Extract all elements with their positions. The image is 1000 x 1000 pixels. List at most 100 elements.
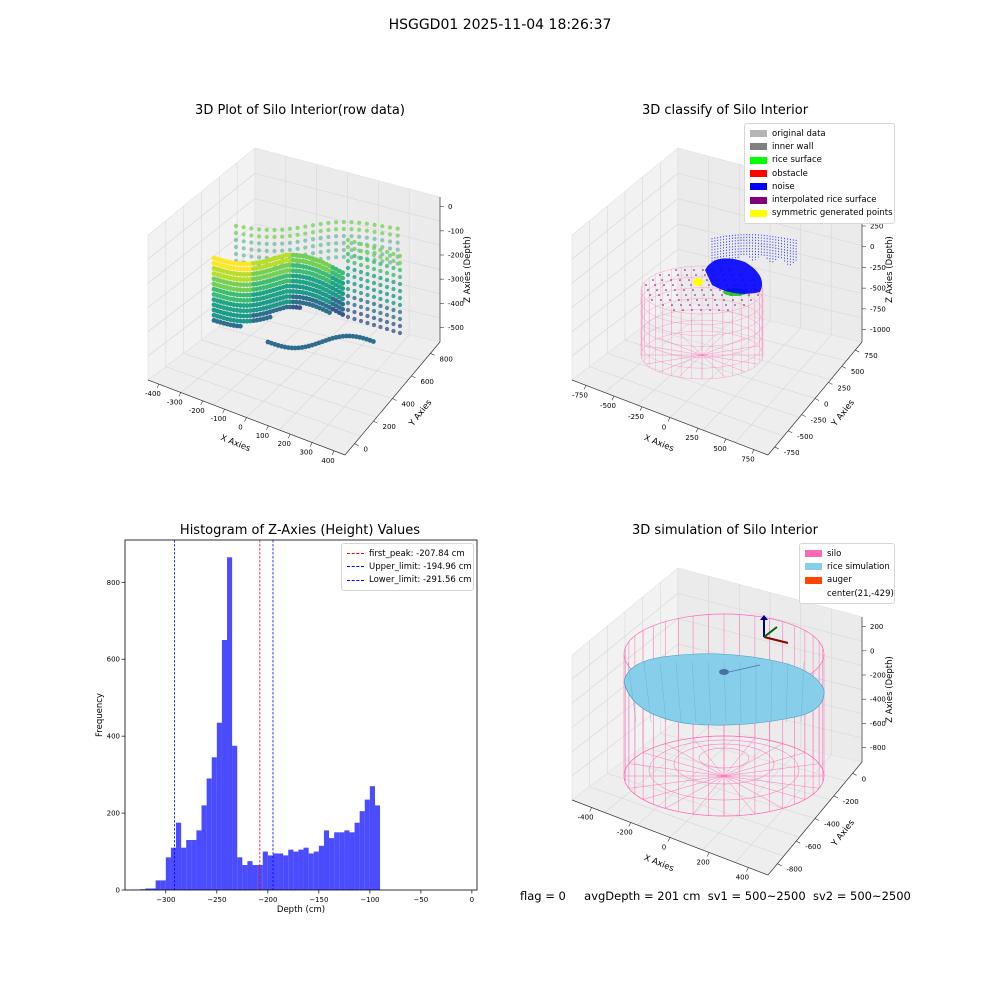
x-tick-label: 300: [299, 449, 312, 457]
data-point: [287, 226, 292, 231]
data-point: [295, 232, 300, 237]
x-tick: [589, 807, 592, 812]
interpolated-point: [658, 294, 660, 296]
data-point: [326, 227, 331, 233]
data-point: [284, 299, 289, 305]
data-point: [303, 238, 308, 243]
histogram-bar: [369, 786, 375, 890]
data-point: [358, 255, 364, 261]
data-point: [352, 253, 357, 259]
silo-wire: [658, 354, 703, 373]
interpolated-point: [683, 289, 685, 291]
data-point: [371, 266, 377, 272]
data-point: [365, 271, 370, 277]
simulation-plot-title: 3D simulation of Silo Interior: [632, 523, 818, 538]
legend-swatch: [750, 130, 767, 138]
histogram-bar: [364, 799, 370, 890]
y-tick: [833, 795, 838, 799]
y-axis-label: Frequency: [95, 693, 105, 737]
data-point: [378, 275, 383, 281]
data-point: [318, 249, 323, 255]
interpolated-point: [686, 274, 688, 276]
data-point: [310, 237, 316, 242]
legend-item-lower-limit: Lower_limit: -291.56 cm: [347, 574, 472, 587]
histogram-bar: [323, 830, 330, 890]
data-point: [397, 309, 403, 315]
y-tick: [828, 382, 833, 385]
legend-label: obstacle: [772, 168, 808, 179]
silo-wire: [678, 332, 703, 356]
data-point: [334, 241, 339, 246]
z-tick-label: 0: [870, 647, 874, 655]
data-point: [397, 274, 403, 280]
legend-line: [347, 579, 364, 581]
histogram-legend: first_peak: -207.84 cm Upper_limit: -194…: [341, 543, 474, 591]
data-point: [334, 248, 339, 253]
legend-item-rice-simulation: rice simulation: [805, 560, 890, 573]
interpolated-point: [654, 284, 656, 286]
data-point: [384, 312, 390, 318]
data-point: [345, 286, 351, 292]
interpolated-point: [705, 299, 707, 301]
center-marker: [719, 669, 729, 675]
silo-wire: [643, 775, 725, 800]
data-point: [358, 276, 364, 282]
data-point: [365, 313, 370, 319]
data-point: [241, 253, 246, 258]
interpolated-point: [704, 274, 706, 276]
data-point: [284, 288, 289, 294]
classify-plot-title: 3D classify of Silo Interior: [641, 103, 809, 118]
data-point: [387, 253, 393, 258]
interpolated-point: [727, 309, 729, 311]
data-point: [358, 318, 364, 324]
histogram-bar: [308, 853, 314, 890]
legend-item-symmetric-generated-points: symmetric generated points: [750, 207, 893, 220]
data-point: [241, 292, 247, 298]
silo-wire: [723, 752, 805, 777]
silo-wire: [723, 775, 783, 809]
data-point: [352, 281, 357, 287]
z-axis-label: Z Axies (Depth): [463, 236, 473, 303]
interpolated-point: [680, 304, 682, 306]
legend-label: first_peak: -207.84 cm: [369, 548, 465, 559]
interpolated-point: [725, 304, 727, 306]
interpolated-point: [677, 274, 679, 276]
data-point: [397, 302, 403, 308]
data-point: [310, 251, 316, 256]
data-point: [343, 333, 349, 339]
data-point: [303, 245, 308, 250]
data-point: [352, 274, 357, 280]
x-tick-label: 0: [662, 844, 666, 852]
simulation-legend: silo rice simulation auger center(21,-42…: [799, 543, 895, 605]
data-point: [233, 244, 239, 250]
noise-points: [705, 258, 763, 294]
histogram-bar: [374, 805, 381, 890]
histogram-bar: [278, 853, 284, 890]
legend-item-obstacle: obstacle: [750, 167, 889, 180]
data-point: [241, 318, 247, 324]
depth-histogram: −300 −250 −200 −150 −100 −50 0 0 200 400 600 800 Dep…: [95, 539, 478, 915]
data-point: [391, 286, 396, 292]
data-point: [371, 301, 377, 307]
data-point: [241, 287, 247, 293]
silo-wire: [701, 354, 746, 373]
status-footer: flag = 0 avgDepth = 201 cm sv1 = 500~250…: [520, 889, 911, 903]
legend-label: Lower_limit: -291.56 cm: [369, 575, 472, 586]
silo-wire: [723, 743, 783, 777]
legend-item-rice-surface: rice surface: [750, 154, 889, 167]
legend-swatch: [805, 563, 822, 571]
interpolated-point: [723, 299, 725, 301]
data-point: [365, 299, 370, 305]
y-tick-label: 0: [364, 446, 368, 454]
x-tick: [667, 837, 671, 842]
data-point: [280, 241, 285, 246]
histogram-bar: [206, 778, 212, 890]
x-tick-label: -300: [167, 399, 183, 407]
legend-swatch: [750, 170, 767, 178]
x-tick-label: 250: [685, 434, 698, 442]
data-point: [241, 232, 246, 237]
data-point: [257, 248, 262, 253]
data-point: [371, 280, 377, 286]
y-tick: [852, 773, 857, 776]
